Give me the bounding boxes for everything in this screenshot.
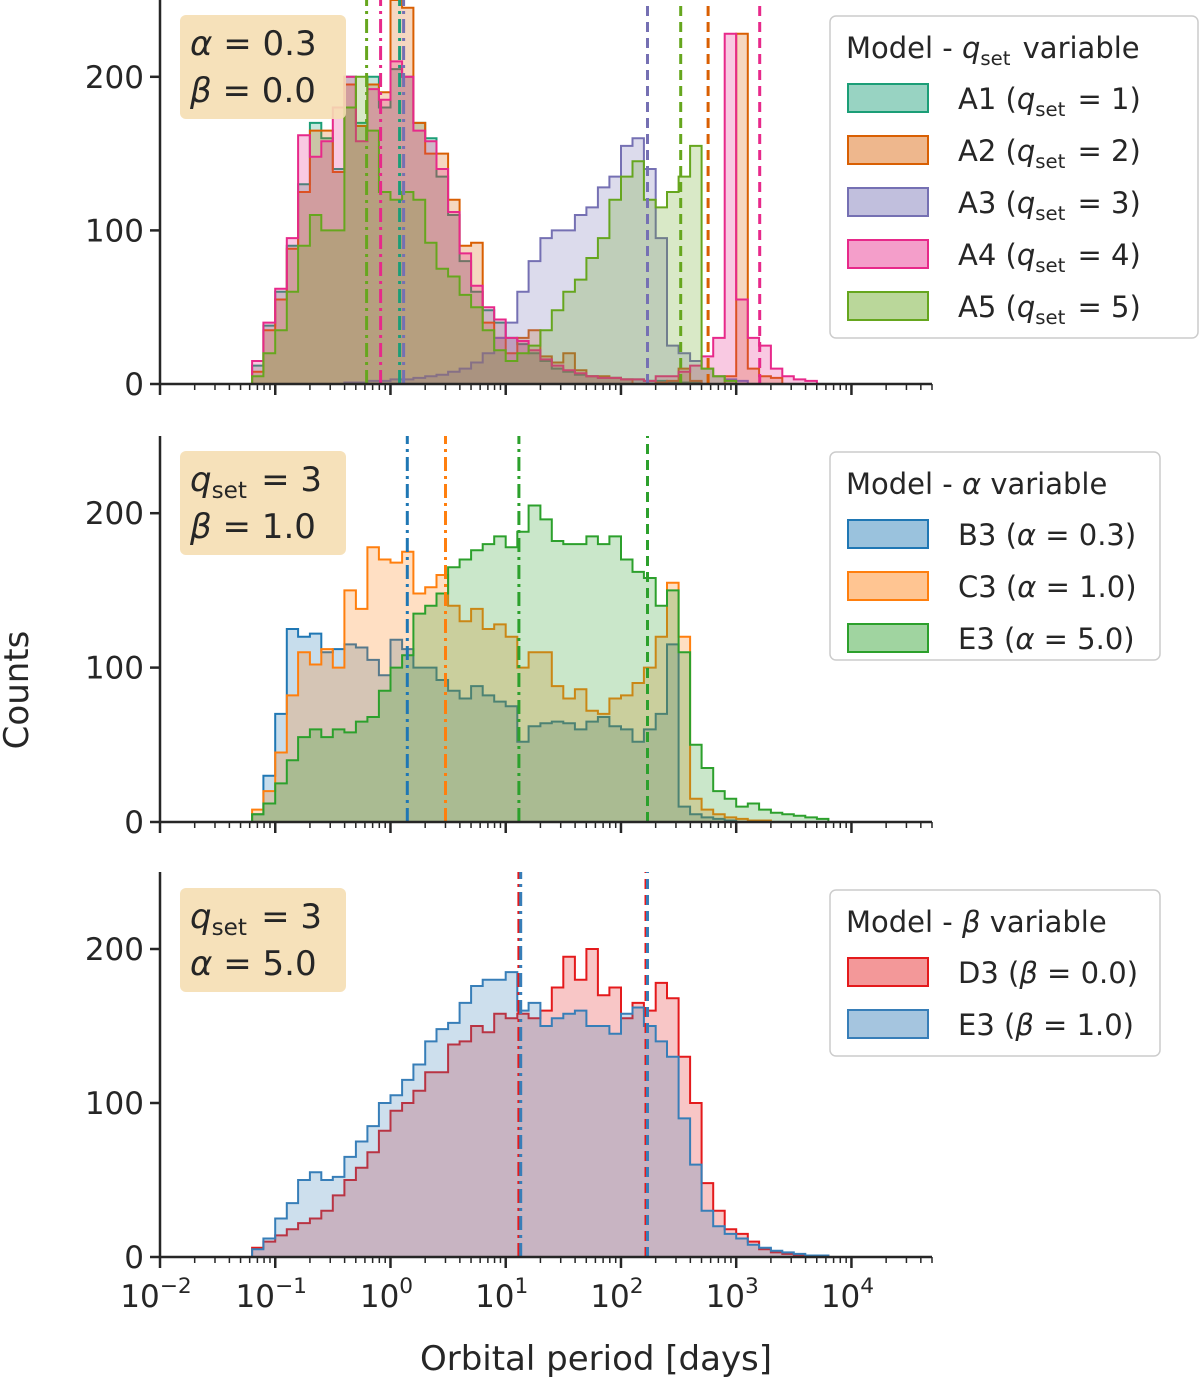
parameter-box <box>180 451 346 555</box>
legend-swatch-e3 <box>847 1009 929 1039</box>
legend-box <box>829 451 1161 661</box>
legend-label-a2: A2 (qset = 2) <box>958 134 1141 173</box>
hist-fill-a3 <box>252 138 852 384</box>
parameter-text: β = 0.0 <box>189 71 316 111</box>
y-tick-label: 0 <box>124 1240 144 1276</box>
parameter-text: qset = 3 <box>190 897 322 941</box>
legend-swatch-b3 <box>847 519 929 549</box>
panel-3: 0 100 200 10−2 10−1 100 101 102 103 104 qset = 3α … <box>85 872 1161 1315</box>
legend-swatch-a2 <box>847 135 929 165</box>
legend-label-c3: C3 (α = 1.0) <box>958 570 1137 604</box>
x-tick-label: 10−2 <box>120 1274 191 1315</box>
parameter-text: α = 0.3 <box>190 24 317 64</box>
hist-outline-e3 <box>251 504 852 823</box>
legend-title: Model - β variable <box>846 905 1107 939</box>
hist-outline-b3 <box>251 628 852 823</box>
panel-2: 0 100 200 qset = 3β = 1.0 Model - α variable… <box>85 436 1161 841</box>
legend-label-a3: A3 (qset = 3) <box>958 186 1141 225</box>
parameter-text: qset = 3 <box>190 460 322 504</box>
panel-1: 0 100 200 α = 0.3 β = 0.0 Model - qset variab… <box>85 0 1199 403</box>
hist-fill-e3 <box>252 505 852 822</box>
x-tick-label: 102 <box>590 1274 643 1315</box>
hist-fill-b3 <box>252 629 852 822</box>
y-tick-label: 100 <box>85 213 144 249</box>
hist-outline-a5 <box>251 75 852 385</box>
legend-label-b3: B3 (α = 0.3) <box>958 518 1136 552</box>
legend-label-a1: A1 (qset = 1) <box>958 82 1141 121</box>
parameter-box <box>180 888 346 992</box>
x-tick-label: 10−1 <box>236 1274 307 1315</box>
y-tick-label: 100 <box>85 1086 144 1122</box>
x-tick-label: 103 <box>706 1274 759 1315</box>
legend-swatch-d3 <box>847 957 929 987</box>
y-tick-label: 200 <box>85 60 144 96</box>
legend-swatch-a1 <box>847 83 929 113</box>
hist-outline-d3 <box>251 948 852 1258</box>
parameter-text: β = 1.0 <box>189 507 316 547</box>
legend-label-e3: E3 (α = 5.0) <box>958 622 1135 656</box>
hist-fill-a2 <box>252 0 852 384</box>
x-tick-label: 104 <box>821 1274 874 1315</box>
y-tick-label: 200 <box>85 932 144 968</box>
legend-swatch-a3 <box>847 187 929 217</box>
legend-box <box>829 889 1161 1057</box>
panels: 0 100 200 α = 0.3 β = 0.0 Model - qset variab… <box>85 0 1199 1315</box>
parameter-box <box>180 15 346 119</box>
legend-swatch-c3 <box>847 571 929 601</box>
y-tick-label: 0 <box>124 805 144 841</box>
legend-label-a5: A5 (qset = 5) <box>958 290 1141 329</box>
y-tick-label: 0 <box>124 367 144 403</box>
y-tick-label: 200 <box>85 496 144 532</box>
hist-outline-e3 <box>251 971 852 1258</box>
legend-swatch-a5 <box>847 291 929 321</box>
legend-label-e3: E3 (β = 1.0) <box>958 1008 1134 1042</box>
hist-fill-a1 <box>252 69 852 384</box>
legend-label-d3: D3 (β = 0.0) <box>958 956 1138 990</box>
legend-swatch-a4 <box>847 239 929 269</box>
x-tick-label: 100 <box>360 1274 413 1315</box>
legend-title: Model - α variable <box>846 467 1107 501</box>
parameter-text: α = 5.0 <box>190 944 317 984</box>
legend-swatch-e3 <box>847 623 929 653</box>
legend-title: Model - qset variable <box>846 31 1140 70</box>
legend-label-a4: A4 (qset = 4) <box>958 238 1141 277</box>
legend-box <box>829 15 1199 339</box>
x-axis-title: Orbital period [days] <box>420 1339 772 1379</box>
y-axis-title: Counts <box>0 631 37 750</box>
hist-fill-a4 <box>252 33 852 385</box>
hist-outline-c3 <box>251 546 852 823</box>
x-tick-label: 101 <box>475 1274 528 1315</box>
y-tick-label: 100 <box>85 651 144 687</box>
